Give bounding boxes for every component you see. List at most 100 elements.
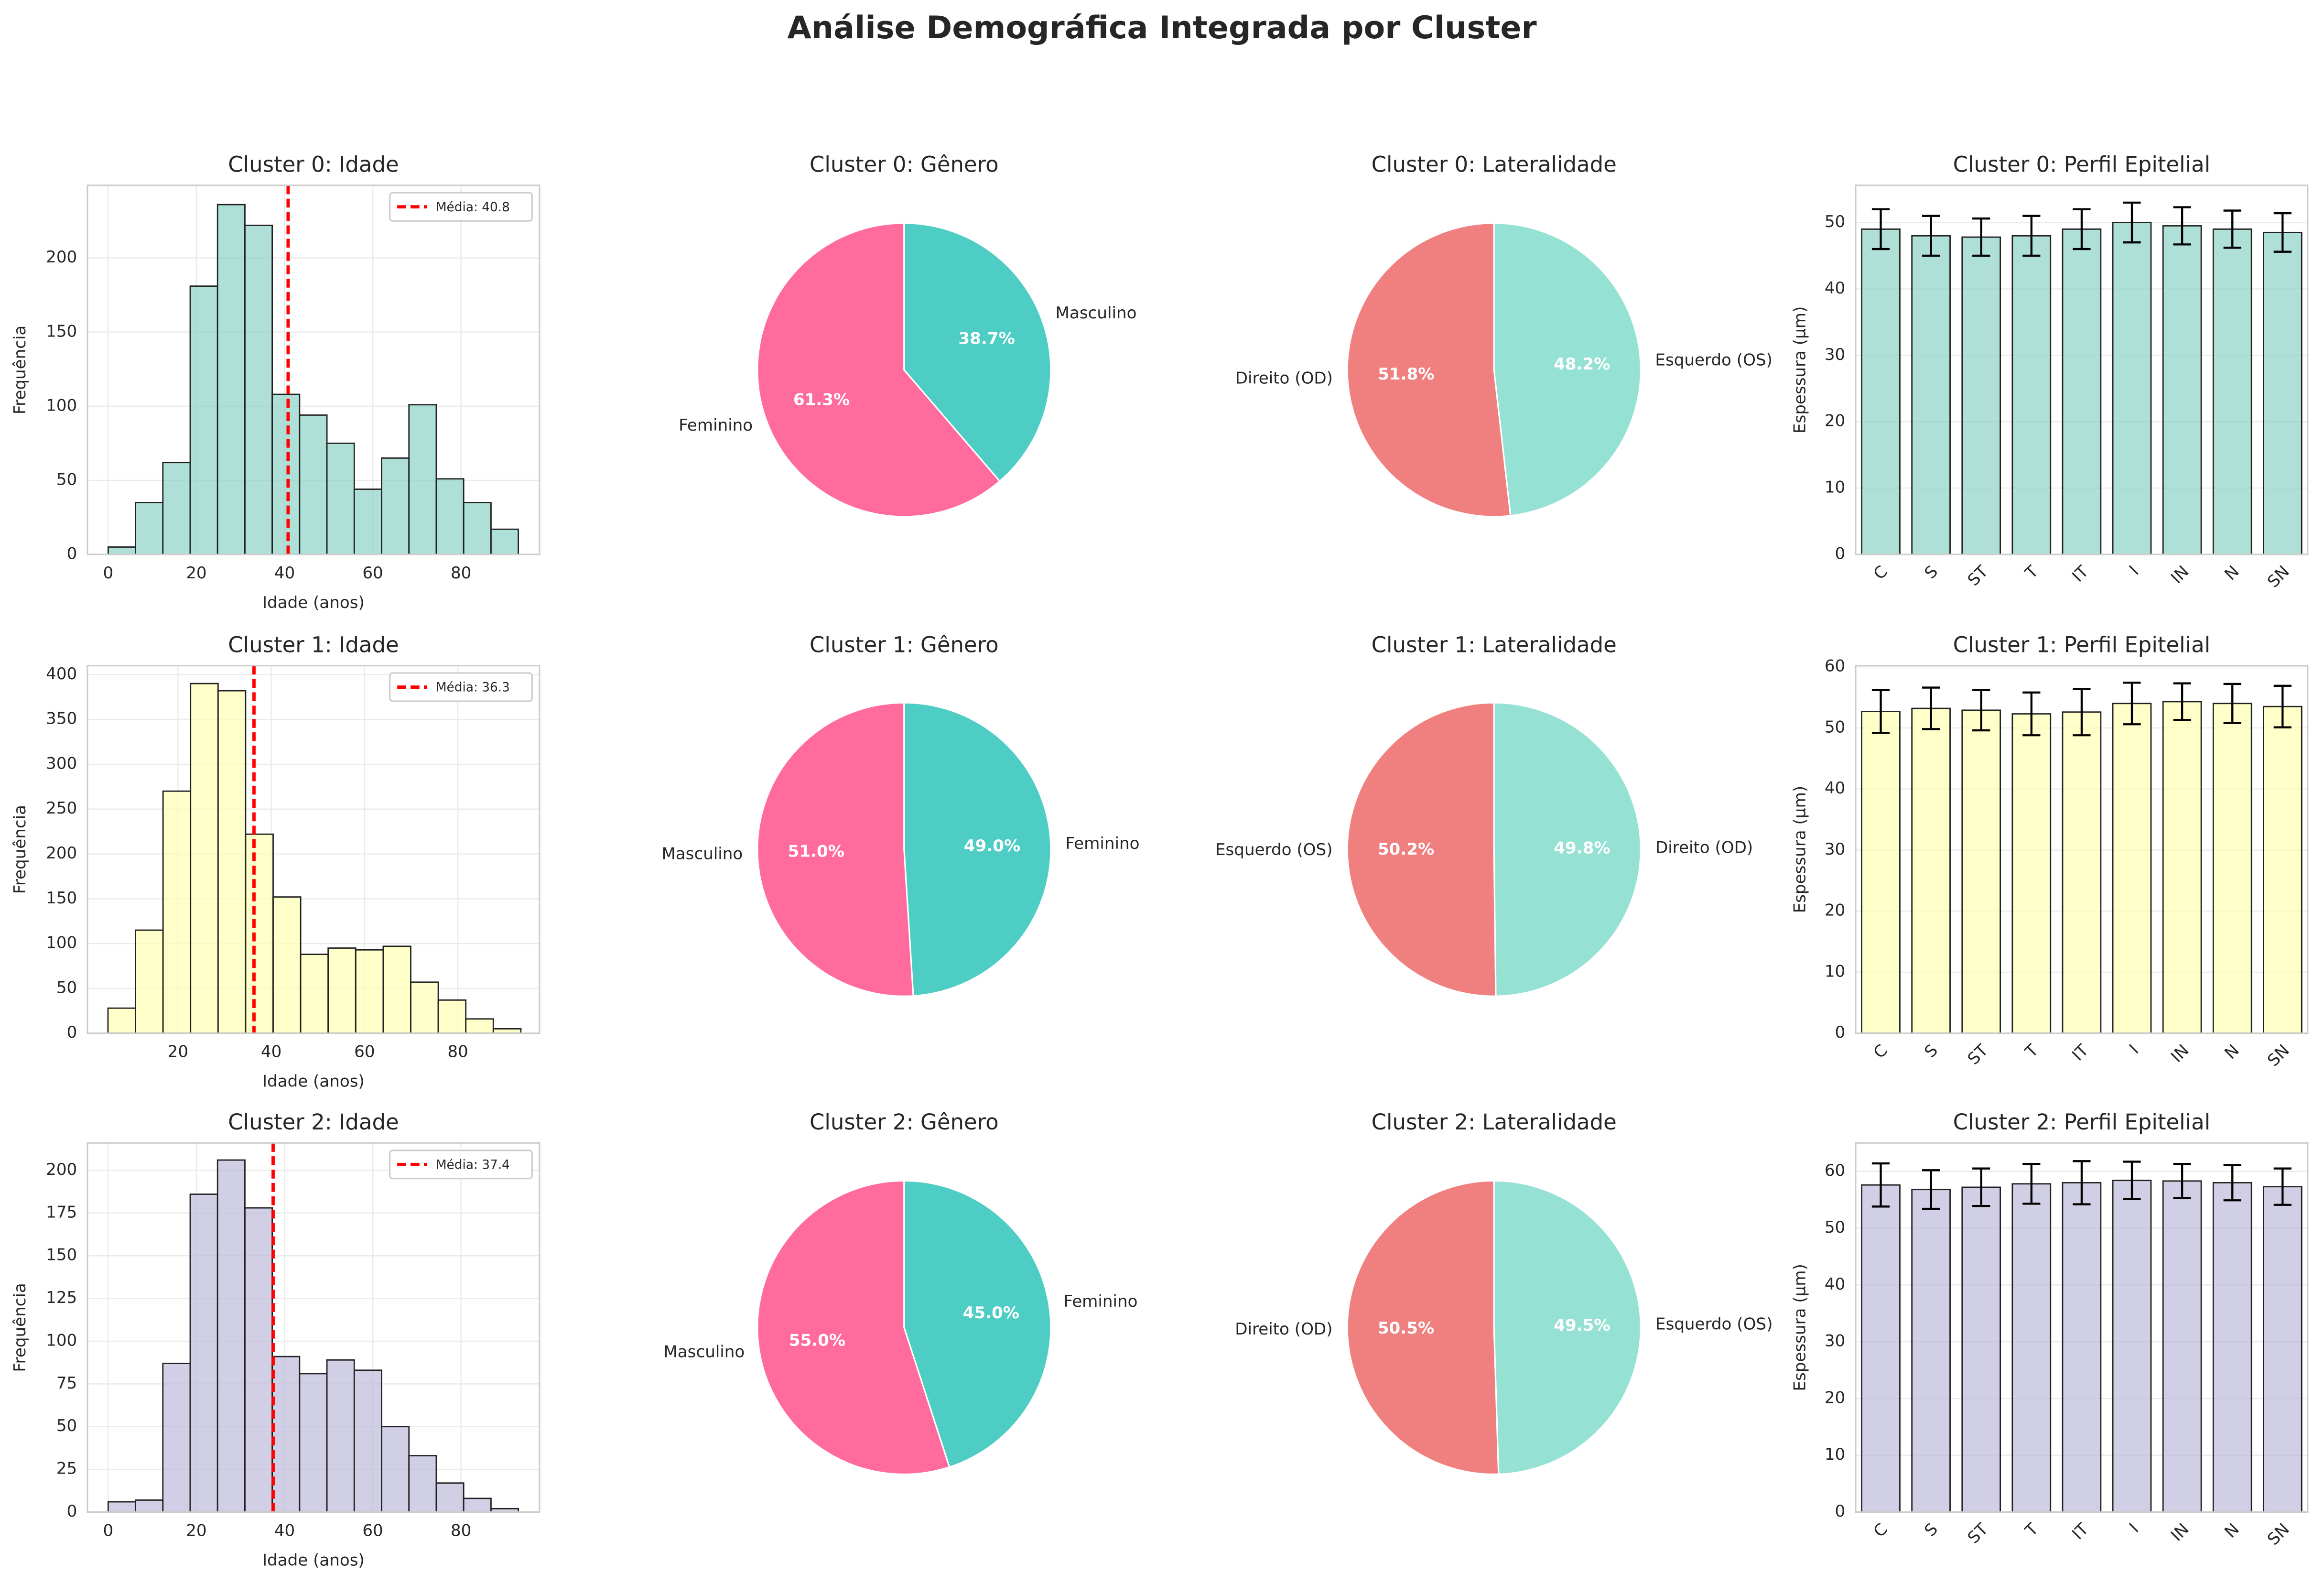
histogram-bar [217, 690, 247, 1034]
histogram-bar [327, 947, 357, 1034]
histogram-bar [271, 1356, 301, 1513]
error-bar [1871, 1162, 1890, 1208]
axes-frame [1855, 184, 2309, 555]
subplot-title: Cluster 1: Gênero [810, 632, 999, 657]
bar [1861, 1184, 1901, 1513]
error-bar [2223, 209, 2241, 249]
histogram-bar [190, 683, 219, 1034]
subplot-title: Cluster 0: Idade [228, 152, 399, 177]
histogram-bar [244, 225, 273, 555]
pie-wedge [1346, 702, 1497, 997]
y-tick-label: 100 [46, 933, 77, 953]
y-tick-label: 0 [1835, 1023, 1846, 1042]
x-tick-label: 80 [447, 1042, 468, 1062]
histogram-bar [135, 929, 164, 1034]
pie-label: Direito (OD) [1235, 369, 1333, 388]
pie-wedge [1493, 702, 1642, 997]
pie-value-label: 50.5% [1378, 1319, 1434, 1338]
x-tick-label: 60 [354, 1042, 375, 1062]
subplot-title: Cluster 0: Lateralidade [1372, 152, 1617, 177]
pie-label: Masculino [661, 844, 743, 863]
subplot-title: Cluster 2: Gênero [810, 1109, 999, 1135]
axes-frame [1855, 665, 2309, 1034]
error-bar [2022, 1163, 2041, 1205]
x-tick-label: 0 [103, 1521, 114, 1540]
error-bar [2273, 684, 2292, 728]
y-tick-label: 175 [46, 1203, 77, 1222]
y-tick-label: 50 [56, 1416, 77, 1435]
pie-value-label: 51.8% [1378, 365, 1434, 384]
axes-frame [86, 1142, 540, 1513]
y-tick-label: 0 [67, 1502, 77, 1521]
histogram-bar [326, 442, 355, 555]
y-tick-label: 100 [46, 396, 77, 415]
bar [2011, 1183, 2052, 1513]
bar [1961, 236, 2001, 555]
y-tick-label: 200 [46, 248, 77, 267]
error-bar [2073, 1160, 2091, 1205]
x-tick-label: 20 [186, 1521, 206, 1540]
pie-label: Feminino [1063, 1292, 1137, 1311]
y-tick-label: 0 [67, 544, 77, 564]
histogram-bar [216, 204, 246, 555]
y-tick-label: 200 [46, 1160, 77, 1179]
y-tick-label: 60 [1825, 1161, 1845, 1180]
histogram-bar [463, 1497, 492, 1513]
pie-wedge [903, 702, 1052, 997]
y-tick-label: 75 [56, 1374, 77, 1393]
y-tick-label: 125 [46, 1288, 77, 1307]
pie-label: Esquerdo (OS) [1655, 350, 1772, 369]
y-tick-label: 400 [46, 664, 77, 684]
legend-label: Média: 36.3 [436, 681, 510, 695]
legend-label: Média: 37.4 [436, 1158, 510, 1172]
pie-value-label: 55.0% [789, 1331, 845, 1350]
bar [2212, 703, 2252, 1034]
error-bar [2123, 1161, 2141, 1201]
bar [2062, 1182, 2102, 1513]
error-bar [2073, 687, 2091, 737]
error-bar [2173, 1163, 2191, 1199]
error-bar [2073, 208, 2091, 250]
error-bar [2022, 215, 2041, 257]
bar [2162, 701, 2202, 1034]
histogram-bar [244, 1207, 273, 1513]
x-tick-label: 80 [451, 564, 471, 583]
histogram-bar [245, 833, 274, 1034]
bar [1961, 709, 2001, 1034]
x-tick-label: 80 [451, 1521, 471, 1540]
y-tick-label: 200 [46, 844, 77, 863]
pie-label: Direito (OD) [1655, 838, 1753, 857]
y-tick-label: 40 [1825, 279, 1845, 298]
bar [2112, 1180, 2152, 1513]
histogram-bar [162, 462, 191, 555]
pie-label: Direito (OD) [1235, 1320, 1332, 1339]
bar [2162, 225, 2202, 555]
subplot-title: Cluster 0: Perfil Epitelial [1953, 152, 2211, 177]
histogram-bar [107, 1501, 136, 1513]
pie-label: Esquerdo (OS) [1215, 840, 1332, 859]
x-tick-label: 20 [186, 564, 206, 583]
y-axis-label: Frequência [11, 325, 30, 414]
y-tick-label: 150 [46, 889, 77, 908]
error-bar [1972, 217, 1990, 257]
histogram-bar [135, 502, 164, 555]
pie-label: Feminino [1065, 834, 1139, 853]
bar [2062, 228, 2102, 555]
y-tick-label: 350 [46, 709, 77, 728]
axes-frame [86, 184, 540, 555]
y-tick-label: 20 [1825, 412, 1845, 431]
histogram-bar [326, 1359, 355, 1513]
bar [1861, 228, 1901, 555]
y-tick-label: 30 [1825, 345, 1845, 364]
y-tick-label: 250 [46, 799, 77, 818]
y-tick-label: 40 [1825, 1275, 1845, 1294]
histogram-bar [162, 1363, 191, 1513]
histogram-bar [463, 502, 492, 555]
histogram-bar [490, 528, 519, 555]
x-tick-label: 40 [261, 1042, 281, 1062]
bar [1911, 1189, 1951, 1513]
y-tick-label: 50 [56, 470, 77, 489]
bar [2262, 231, 2302, 555]
bar [2062, 711, 2102, 1034]
